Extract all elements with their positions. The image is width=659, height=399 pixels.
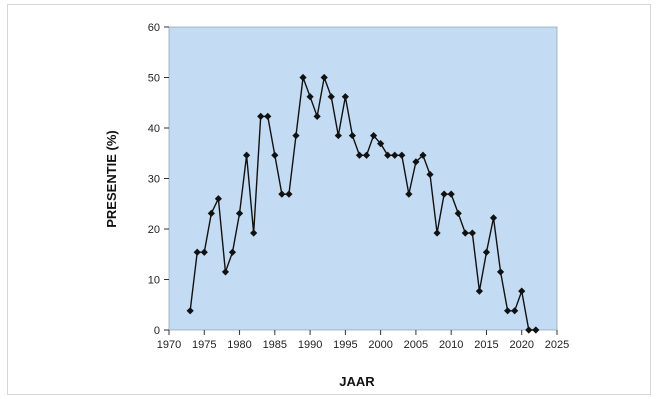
data-point-marker xyxy=(525,326,533,334)
y-tick-label: 30 xyxy=(148,174,160,186)
data-point-marker xyxy=(532,326,540,334)
data-point-marker xyxy=(384,151,392,159)
data-point-marker xyxy=(419,151,427,159)
x-tick-label: 2015 xyxy=(474,339,498,351)
data-point-marker xyxy=(250,229,258,237)
data-point-marker xyxy=(221,268,230,276)
data-point-marker xyxy=(299,73,307,82)
data-point-marker xyxy=(341,93,349,101)
data-point-marker xyxy=(433,229,441,237)
data-point-marker xyxy=(468,229,476,237)
data-point-marker xyxy=(243,151,251,159)
data-point-marker xyxy=(504,307,512,315)
data-point-marker xyxy=(405,190,413,198)
presence-line-chart: 0 10 20 30 40 50 60 1970 1975 1980 1985 1990 1995 20… xyxy=(104,22,569,389)
data-point-marker xyxy=(482,248,491,256)
y-tick-label: 0 xyxy=(154,325,160,337)
x-tick-label: 2005 xyxy=(404,339,428,351)
data-point-marker xyxy=(207,209,215,217)
data-point-marker xyxy=(475,287,483,295)
figure-frame: 0 10 20 30 40 50 60 1970 1975 1980 1985 1990 1995 20… xyxy=(7,4,651,395)
x-tick-label: 1995 xyxy=(333,339,357,351)
data-point-marker xyxy=(440,190,448,198)
y-tick-label: 40 xyxy=(148,123,160,135)
data-point-marker xyxy=(271,151,279,159)
data-point-marker xyxy=(306,93,314,101)
x-axis: 1970 1975 1980 1985 1990 1995 2000 2005 2010 2015… xyxy=(157,330,569,351)
x-tick-label: 2000 xyxy=(368,339,392,351)
data-point-marker xyxy=(461,229,469,237)
data-point-marker xyxy=(228,248,237,256)
y-tick-label: 50 xyxy=(148,73,160,85)
data-point-marker xyxy=(200,248,208,256)
data-point-marker xyxy=(377,140,385,148)
x-tick-label: 1980 xyxy=(227,339,251,351)
data-point-marker xyxy=(264,112,272,120)
y-axis-title: PRESENTIE (%) xyxy=(104,130,119,228)
x-tick-label: 2025 xyxy=(545,339,569,351)
x-tick-label: 1970 xyxy=(157,339,181,351)
y-axis: 0 10 20 30 40 50 60 xyxy=(148,22,169,337)
y-tick-label: 10 xyxy=(148,275,160,287)
data-point-marker xyxy=(511,307,519,315)
data-point-marker xyxy=(235,209,244,217)
data-point-marker xyxy=(334,131,342,140)
x-axis-title: JAAR xyxy=(339,374,375,389)
data-point-marker xyxy=(398,151,406,159)
data-point-marker xyxy=(214,195,222,203)
data-point-marker xyxy=(313,112,321,120)
data-point-marker xyxy=(391,151,399,159)
data-point-marker xyxy=(285,190,293,198)
data-point-marker xyxy=(348,131,357,140)
data-point-marker xyxy=(292,131,300,140)
data-point-marker xyxy=(426,170,434,179)
x-tick-label: 1990 xyxy=(298,339,322,351)
y-tick-label: 20 xyxy=(148,224,160,236)
data-point-marker xyxy=(489,214,498,222)
x-tick-label: 2010 xyxy=(439,339,463,351)
data-point-marker xyxy=(518,287,526,295)
data-point-marker xyxy=(412,158,420,166)
data-point-marker xyxy=(327,93,335,101)
data-point-marker xyxy=(369,131,378,140)
data-point-marker xyxy=(362,151,371,159)
data-point-marker xyxy=(454,209,462,217)
data-point-marker xyxy=(186,307,194,315)
y-tick-label: 60 xyxy=(148,22,160,34)
x-tick-label: 2020 xyxy=(509,339,533,351)
data-point-marker xyxy=(355,151,364,159)
plot-area xyxy=(168,26,558,331)
data-point-marker xyxy=(320,73,328,82)
data-point-marker xyxy=(193,248,201,256)
series-layer xyxy=(186,73,540,334)
x-tick-label: 1985 xyxy=(263,339,287,351)
data-point-marker xyxy=(278,190,286,198)
x-tick-label: 1975 xyxy=(192,339,216,351)
data-point-marker xyxy=(496,268,505,276)
data-point-marker xyxy=(447,190,455,198)
